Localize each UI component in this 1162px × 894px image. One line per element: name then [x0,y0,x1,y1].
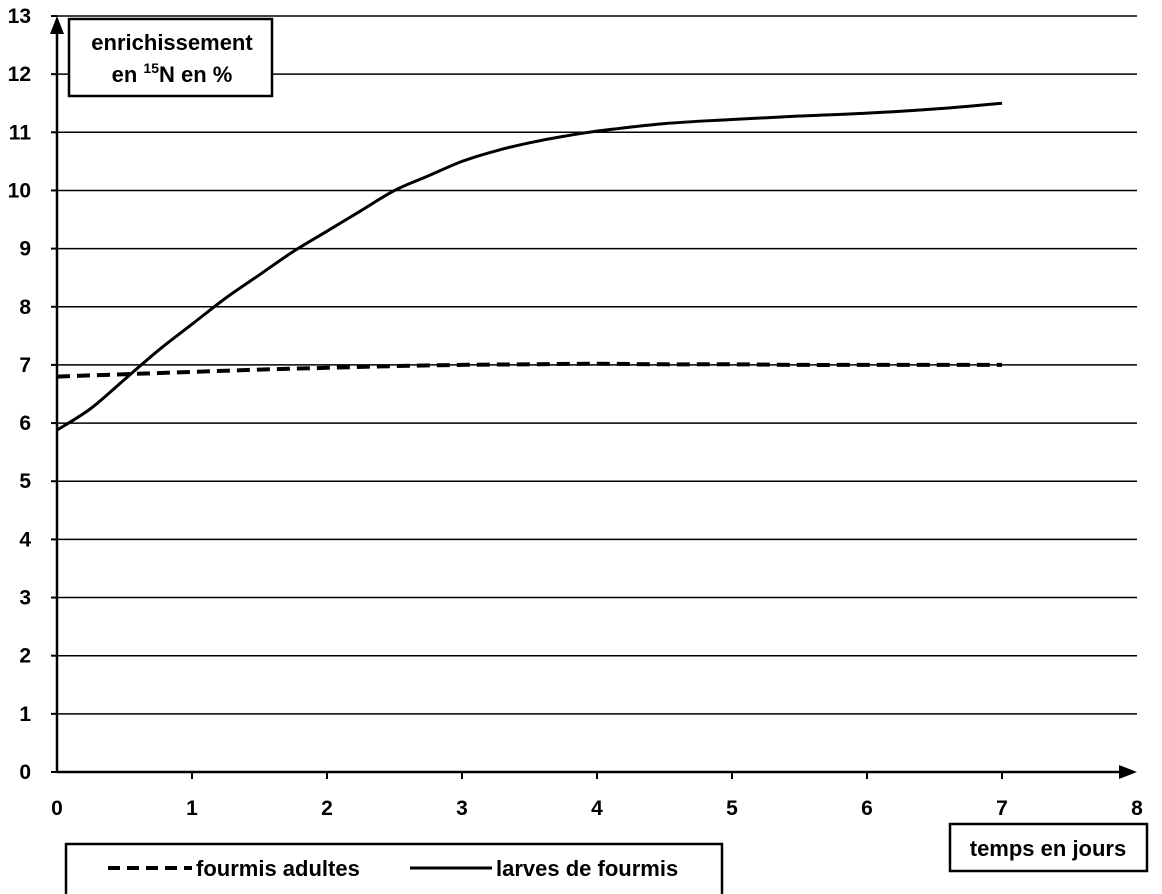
y-tick-label-2: 2 [19,645,31,668]
y-axis-arrow [50,16,64,34]
y-tick-label-0: 0 [19,761,31,784]
y-tick-label-1: 1 [19,703,31,726]
y-axis-label-superscript: 15 [143,60,159,76]
y-axis-label-line2: en 15N en % [112,60,233,87]
y-tick-label-4: 4 [19,528,31,551]
x-tick-label-4: 4 [591,797,603,820]
x-tick-label-6: 6 [861,797,873,820]
y-tick-label-6: 6 [19,412,31,435]
y-axis-label-box: enrichissement en 15N en % [67,17,274,98]
legend-label-adultes: fourmis adultes [196,856,360,881]
x-tick-labels: 0 1 2 3 4 5 6 7 8 [51,797,1143,820]
x-tick-label-5: 5 [726,797,738,820]
x-axis-arrow [1119,765,1137,779]
y-axis-label-line1: enrichissement [91,30,253,55]
y-tick-label-7: 7 [19,354,31,377]
y-axis-label-suffix: N en % [159,62,232,87]
x-tick-label-8: 8 [1131,797,1143,820]
y-tick-label-13: 13 [8,5,31,28]
y-tick-label-5: 5 [19,470,31,493]
series-lines [56,101,1003,432]
y-tick-label-8: 8 [19,296,31,319]
x-axis-label: temps en jours [970,836,1126,861]
series-line-larves-de-fourmis [56,101,1003,432]
y-tick-label-11: 11 [9,121,32,144]
x-tick-label-2: 2 [321,797,333,820]
x-tick-label-7: 7 [996,797,1008,820]
legend: fourmis adultes larves de fourmis [64,842,724,894]
x-tick-label-0: 0 [51,797,63,820]
series-line-fourmis-adultes [56,361,1002,379]
y-axis-label-prefix: en [112,62,144,87]
y-tick-label-3: 3 [19,587,31,610]
x-tick-label-3: 3 [456,797,468,820]
x-tick-label-1: 1 [186,797,198,820]
y-tick-label-12: 12 [8,63,31,86]
y-tick-label-10: 10 [8,179,31,202]
legend-label-larves: larves de fourmis [496,856,678,881]
y-tick-label-9: 9 [19,238,31,261]
axes [50,15,1137,779]
x-axis-label-box: temps en jours [948,822,1149,873]
